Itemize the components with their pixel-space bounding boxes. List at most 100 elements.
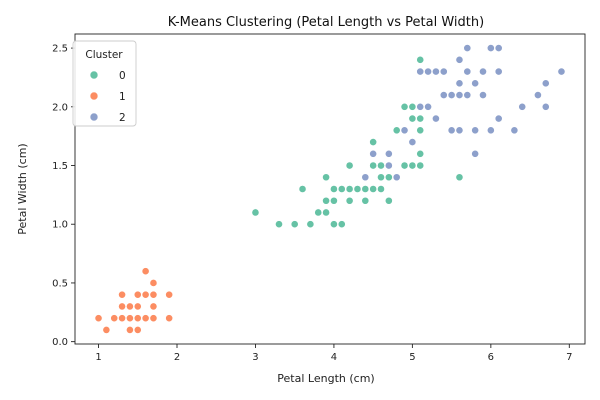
data-point-cluster-2 bbox=[447, 91, 456, 99]
data-point-cluster-2 bbox=[439, 91, 448, 99]
data-point-cluster-1 bbox=[141, 267, 150, 276]
x-axis-label: Petal Length (cm) bbox=[277, 372, 374, 385]
data-point-cluster-1 bbox=[149, 290, 158, 299]
data-point-cluster-1 bbox=[133, 314, 142, 323]
data-point-cluster-1 bbox=[165, 314, 174, 323]
y-tick-label: 0.0 bbox=[52, 337, 68, 348]
x-tick-label: 5 bbox=[409, 352, 415, 363]
legend-label-1: 1 bbox=[119, 91, 126, 103]
data-point-cluster-1 bbox=[118, 302, 126, 311]
data-point-cluster-0 bbox=[369, 138, 378, 146]
data-point-cluster-2 bbox=[471, 79, 480, 88]
data-point-cluster-0 bbox=[337, 220, 346, 229]
legend-items: 0 1 2 bbox=[89, 70, 126, 124]
data-point-cluster-0 bbox=[298, 185, 307, 193]
data-point-cluster-2 bbox=[424, 102, 432, 111]
data-point-cluster-2 bbox=[455, 91, 464, 99]
data-point-cluster-0 bbox=[251, 208, 260, 217]
data-point-cluster-2 bbox=[439, 67, 448, 76]
data-point-cluster-0 bbox=[290, 220, 299, 229]
data-point-cluster-2 bbox=[494, 44, 503, 52]
data-point-cluster-0 bbox=[408, 114, 417, 123]
data-point-cluster-1 bbox=[133, 302, 142, 311]
data-point-cluster-0 bbox=[361, 185, 370, 193]
data-point-cluster-1 bbox=[149, 279, 158, 287]
data-point-cluster-2 bbox=[486, 44, 495, 52]
data-point-cluster-2 bbox=[463, 91, 472, 99]
legend-box bbox=[72, 40, 137, 127]
data-point-cluster-0 bbox=[275, 220, 283, 229]
data-point-cluster-2 bbox=[463, 67, 472, 76]
data-point-cluster-2 bbox=[384, 149, 393, 158]
data-point-cluster-2 bbox=[455, 79, 464, 88]
legend-marker-1 bbox=[89, 91, 99, 101]
data-point-cluster-0 bbox=[322, 208, 330, 217]
x-tick-label: 7 bbox=[566, 352, 572, 363]
data-point-cluster-2 bbox=[541, 102, 550, 111]
data-point-cluster-1 bbox=[118, 314, 126, 323]
data-point-cluster-2 bbox=[392, 173, 401, 182]
data-point-cluster-0 bbox=[345, 161, 354, 170]
data-point-cluster-0 bbox=[322, 196, 330, 205]
data-point-cluster-0 bbox=[330, 185, 338, 193]
data-point-cluster-0 bbox=[377, 185, 385, 193]
data-point-cluster-0 bbox=[416, 149, 425, 158]
data-point-cluster-2 bbox=[518, 102, 527, 111]
legend-marker-2 bbox=[89, 112, 99, 122]
data-point-cluster-1 bbox=[133, 290, 142, 299]
data-point-cluster-0 bbox=[392, 126, 401, 135]
data-point-cluster-2 bbox=[455, 55, 464, 64]
data-point-cluster-2 bbox=[369, 149, 378, 158]
data-point-cluster-2 bbox=[494, 67, 503, 76]
data-point-cluster-0 bbox=[384, 196, 393, 205]
y-axis: 0.0 0.5 1.0 1.5 2.0 2.5 bbox=[52, 44, 75, 348]
data-point-cluster-0 bbox=[306, 220, 315, 229]
data-point-cluster-1 bbox=[126, 326, 134, 334]
data-point-cluster-0 bbox=[416, 55, 425, 64]
plot-area-frame bbox=[74, 33, 586, 345]
data-point-cluster-0 bbox=[455, 173, 464, 182]
data-point-cluster-1 bbox=[126, 302, 134, 311]
data-point-cluster-2 bbox=[384, 161, 393, 170]
data-point-cluster-2 bbox=[486, 126, 495, 135]
data-point-cluster-0 bbox=[384, 173, 393, 182]
data-point-cluster-0 bbox=[416, 126, 425, 135]
data-point-cluster-0 bbox=[400, 161, 409, 170]
x-axis: 1 2 3 4 5 6 7 bbox=[95, 344, 572, 363]
data-point-cluster-2 bbox=[416, 102, 425, 111]
x-tick-label: 2 bbox=[174, 352, 180, 363]
data-point-cluster-1 bbox=[102, 326, 111, 334]
data-point-cluster-1 bbox=[149, 302, 158, 311]
data-point-cluster-0 bbox=[330, 196, 338, 205]
legend-label-0: 0 bbox=[119, 70, 126, 82]
data-point-cluster-0 bbox=[345, 196, 354, 205]
data-point-cluster-1 bbox=[149, 314, 158, 323]
data-point-cluster-0 bbox=[416, 161, 425, 170]
data-point-cluster-2 bbox=[432, 114, 440, 123]
data-point-cluster-2 bbox=[424, 67, 432, 76]
data-point-cluster-2 bbox=[510, 126, 519, 135]
data-point-cluster-2 bbox=[479, 67, 487, 76]
data-point-cluster-0 bbox=[408, 102, 417, 111]
data-point-cluster-1 bbox=[126, 314, 134, 323]
x-tick-label: 6 bbox=[488, 352, 494, 363]
x-tick-label: 3 bbox=[252, 352, 258, 363]
y-axis-label: Petal Width (cm) bbox=[16, 143, 29, 234]
data-point-cluster-0 bbox=[322, 173, 330, 182]
data-point-cluster-1 bbox=[118, 290, 126, 299]
data-point-cluster-0 bbox=[353, 185, 362, 193]
data-point-cluster-1 bbox=[110, 314, 119, 323]
data-point-cluster-2 bbox=[541, 79, 550, 88]
data-point-cluster-0 bbox=[345, 185, 354, 193]
y-tick-label: 1.5 bbox=[52, 161, 68, 172]
data-point-cluster-2 bbox=[447, 126, 456, 135]
legend-marker-0 bbox=[89, 70, 99, 80]
legend-title: Cluster bbox=[85, 49, 123, 61]
data-point-cluster-0 bbox=[416, 114, 425, 123]
data-point-cluster-0 bbox=[369, 161, 378, 170]
data-point-cluster-2 bbox=[494, 114, 503, 123]
data-point-cluster-0 bbox=[377, 161, 385, 170]
data-point-cluster-2 bbox=[534, 91, 542, 99]
